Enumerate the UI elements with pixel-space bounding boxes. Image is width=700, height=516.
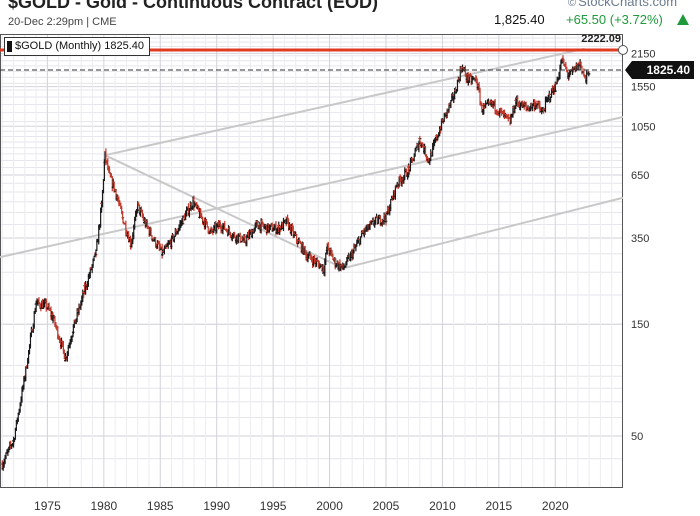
x-tick-label: 2015 (485, 499, 512, 513)
chart-title: $GOLD - Gold - Continuous Contract (EOD) (8, 0, 378, 12)
last-price-tag (625, 60, 694, 79)
x-tick-label: 2010 (429, 499, 456, 513)
y-tick-label: 2150 (631, 48, 655, 60)
last-price: 1,825.40 (494, 12, 545, 27)
y-tick-label: 650 (631, 170, 649, 182)
price-bar (587, 71, 591, 77)
x-tick-label: 1995 (260, 499, 287, 513)
brand-copyright-mark: © (568, 0, 577, 9)
last-price-tag-label: 1825.40 (647, 63, 691, 77)
x-tick-label: 2005 (373, 499, 400, 513)
y-tick-label: 50 (631, 431, 643, 443)
brand-name: StockCharts.com (578, 0, 678, 9)
y-tick-label: 1550 (631, 82, 655, 94)
x-tick-label: 1980 (90, 499, 117, 513)
plot-frame (0, 34, 623, 488)
up-arrow-icon (677, 14, 689, 25)
chart-subtitle: 20-Dec 2:29pm | CME (8, 16, 117, 28)
x-tick-label: 1990 (203, 499, 230, 513)
resistance-label: 2222.09 (581, 33, 621, 45)
trendline-fan-upper (104, 47, 585, 157)
x-tick-label: 2000 (316, 499, 343, 513)
y-tick-label: 1050 (631, 121, 655, 133)
x-tick-label: 1975 (34, 499, 61, 513)
y-tick-label: 350 (631, 233, 649, 245)
resistance-handle (618, 44, 628, 55)
brand-logo[interactable]: © StockCharts.com (568, 0, 677, 9)
x-tick-label: 2020 (542, 499, 569, 513)
price-bars (0, 55, 591, 471)
legend-label: $GOLD (Monthly) 1825.40 (15, 40, 145, 52)
x-tick-label: 1985 (147, 499, 174, 513)
price-change: +65.50 (+3.72%) (566, 12, 663, 27)
legend-swatch (7, 41, 12, 52)
y-tick-label: 150 (631, 319, 649, 331)
trendline-fan-middle (0, 116, 624, 259)
trendline-fan-lower (342, 196, 624, 270)
legend: $GOLD (Monthly) 1825.40 (4, 37, 151, 56)
